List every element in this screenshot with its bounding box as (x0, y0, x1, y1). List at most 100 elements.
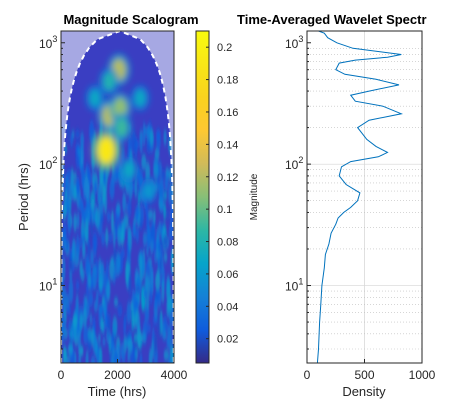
spectrum-ytick-label: 101 (285, 277, 303, 294)
scalogram-noise-blob (83, 325, 89, 345)
scalogram-noise-blob (144, 304, 150, 323)
scalogram-ylabel: Period (hrs) (16, 163, 31, 231)
colorbar-tick-label: 0.08 (217, 237, 238, 249)
scalogram-noise-blob (114, 220, 117, 230)
scalogram-noise-blob (117, 225, 122, 237)
scalogram-noise-blob (149, 128, 154, 147)
colorbar-axis: 0.02 0.04 0.06 0.08 0.1 0.12 0.14 0.16 0.18 0.2 (195, 30, 238, 364)
scalogram-image (61, 31, 174, 363)
scalogram-peak (103, 72, 115, 91)
spectrum-xtick-label: 500 (354, 368, 374, 382)
scalogram-noise-blob (105, 170, 108, 184)
scalogram-noise-blob (168, 184, 172, 205)
scalogram-noise-blob (155, 287, 161, 303)
scalogram-noise-blob (163, 202, 167, 221)
scalogram-noise-blob (158, 238, 163, 254)
scalogram-noise-blob (163, 252, 168, 262)
scalogram-noise-blob (158, 177, 165, 203)
scalogram-noise-blob (90, 356, 96, 363)
scalogram-noise-blob (85, 253, 89, 277)
scalogram-noise-blob (88, 291, 94, 307)
scalogram-noise-blob (80, 345, 84, 356)
cone-of-influence-shade (61, 31, 174, 363)
scalogram-peak (115, 118, 128, 138)
scalogram-noise-blob (100, 213, 104, 224)
scalogram-noise-blob (62, 256, 66, 281)
scalogram-noise-blob (102, 182, 106, 206)
colorbar-tick-label: 0.06 (217, 269, 238, 281)
scalogram-noise-blob (87, 239, 91, 260)
scalogram-noise-blob (97, 333, 101, 343)
scalogram-noise-blob (145, 161, 151, 184)
scalogram-noise-blob (153, 333, 158, 355)
scalogram-noise-blob (123, 336, 127, 354)
scalogram-noise-blob (141, 332, 147, 343)
scalogram-peak (123, 160, 135, 179)
spectrum-axes: 101 102 103 0 500 1000 (285, 30, 436, 382)
scalogram-noise-blob (72, 238, 76, 258)
scalogram-noise-blob (73, 253, 80, 268)
scalogram-noise-blob (106, 260, 109, 284)
colorbar-box (195, 30, 210, 364)
scalogram-hotspots (85, 53, 158, 204)
colorbar-tick-label: 0.2 (217, 42, 232, 54)
colorbar-label: Magnitude (249, 173, 260, 220)
scalogram-noise-blob (82, 307, 87, 328)
scalogram-noise-blob (73, 172, 77, 181)
scalogram-noise-blob (146, 323, 152, 333)
scalogram-noise-blob (94, 180, 97, 195)
scalogram-noise-blob (139, 352, 143, 363)
scalogram-noise-blob (133, 333, 139, 342)
scalogram-title: Magnitude Scalogram (63, 12, 198, 27)
scalogram-noise-blob (148, 209, 154, 221)
scalogram-noise-blob (116, 202, 121, 216)
scalogram-noise-blob (76, 233, 80, 259)
scalogram-noise-blob (92, 264, 97, 290)
scalogram-noise-blob (141, 154, 147, 170)
scalogram-noise-blob (75, 129, 80, 139)
scalogram-noise-blob (92, 231, 98, 252)
scalogram-noise-blob (146, 246, 149, 257)
scalogram-peak (89, 89, 101, 107)
scalogram-noise-blob (69, 330, 73, 339)
scalogram-noise-blob (84, 296, 88, 307)
scalogram-noise-blob (135, 204, 140, 222)
scalogram-noise-blob (112, 270, 116, 284)
scalogram-noise-blob (98, 257, 102, 284)
scalogram-noise-blob (69, 179, 74, 201)
scalogram-noise-blob (143, 288, 148, 299)
scalogram-noise-blob (100, 317, 105, 333)
scalogram-noise-blob (82, 241, 86, 260)
scalogram-noise-blob (139, 218, 143, 231)
scalogram-noise-blob (65, 177, 68, 191)
scalogram-noise-blob (113, 297, 119, 307)
colorbar-tick-label: 0.12 (217, 172, 238, 184)
scalogram-noise-blob (70, 133, 74, 147)
scalogram-noise-blob (123, 213, 129, 230)
scalogram-noise-blob (127, 338, 133, 353)
scalogram-noise-blob (83, 176, 90, 200)
scalogram-noise-blob (135, 140, 140, 149)
scalogram-noise-blob (92, 334, 98, 354)
scalogram-noise-blob (72, 313, 78, 327)
scalogram-noise-blob (166, 209, 169, 221)
scalogram-noise-blob (165, 167, 169, 178)
scalogram-xtick-label: 0 (58, 368, 65, 382)
scalogram-noise-blob (137, 331, 143, 350)
scalogram-noise-blob (157, 239, 160, 256)
scalogram-noise-blob (84, 218, 89, 244)
scalogram-noise-blob (102, 337, 106, 346)
scalogram-noise-blob (96, 289, 99, 306)
scalogram-noise-blob (98, 304, 103, 315)
scalogram-noise-blob (101, 232, 105, 245)
scalogram-ytick-label: 103 (39, 34, 57, 51)
scalogram-noise-blob (68, 278, 74, 304)
scalogram-noise-blob (95, 207, 100, 229)
scalogram-noise-blob (67, 216, 71, 237)
scalogram-noise-blob (128, 228, 132, 253)
scalogram-noise-blob (96, 346, 100, 363)
scalogram-noise-blob (97, 183, 102, 206)
spectrum-ytick-label: 102 (285, 155, 303, 172)
scalogram-ytick-label: 101 (39, 277, 57, 294)
scalogram-noise-blob (107, 313, 111, 336)
